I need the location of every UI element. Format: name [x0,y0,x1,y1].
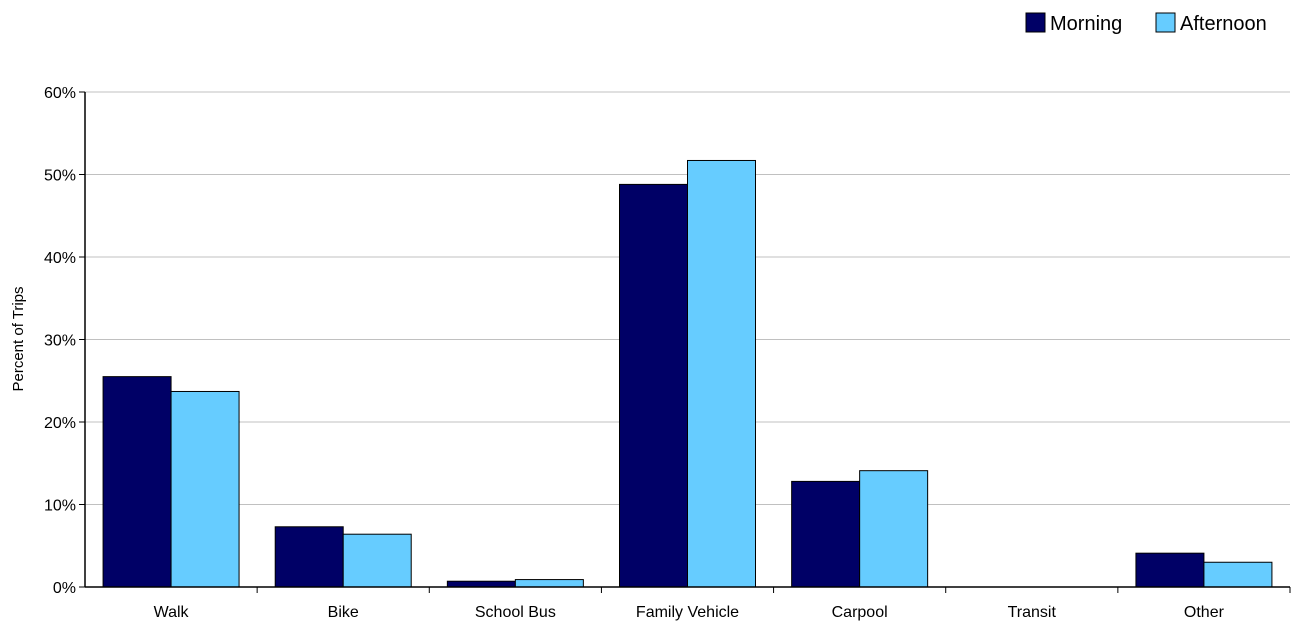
bar-afternoon-carpool [859,470,929,588]
bar-morning-family-vehicle [619,183,688,588]
x-tick-label: Carpool [832,604,888,621]
y-tick-label: 60% [44,85,76,102]
x-tick-label: Other [1184,604,1225,621]
y-tick-labels: 0% 10% 20% 30% 40% 50% 60% [44,85,76,597]
y-axis-title: Percent of Trips [10,286,27,391]
bar-morning-other [1135,552,1205,588]
y-tick-label: 20% [44,415,76,432]
x-tick-labels: Walk Bike School Bus Family Vehicle Carpool T… [154,604,1225,621]
bar-morning-carpool [791,480,861,588]
x-tick-label: Family Vehicle [636,604,739,621]
legend-swatch-afternoon [1155,12,1176,33]
legend-label-afternoon: Afternoon [1180,13,1267,35]
bar-morning-walk [102,376,172,588]
bar-afternoon-family-vehicle [687,159,756,588]
bar-morning-bike [274,526,344,588]
y-tick-label: 50% [44,168,76,185]
bar-afternoon-walk [170,390,240,588]
legend: Morning Afternoon [1025,12,1267,35]
bar-afternoon-school-bus [514,579,584,588]
bar-afternoon-other [1203,561,1273,588]
y-tick-label: 30% [44,333,76,350]
x-tick-label: School Bus [475,604,556,621]
bar-morning-school-bus [446,580,516,588]
y-tick-label: 10% [44,498,76,515]
bars [102,159,1273,588]
legend-label-morning: Morning [1050,13,1122,35]
axes [79,91,1291,593]
legend-swatch-morning [1025,12,1046,33]
bar-afternoon-bike [342,533,412,588]
x-tick-label: Walk [154,604,190,621]
x-tick-label: Bike [328,604,359,621]
y-tick-label: 40% [44,250,76,267]
y-tick-label: 0% [53,580,76,597]
x-tick-label: Transit [1008,604,1057,621]
